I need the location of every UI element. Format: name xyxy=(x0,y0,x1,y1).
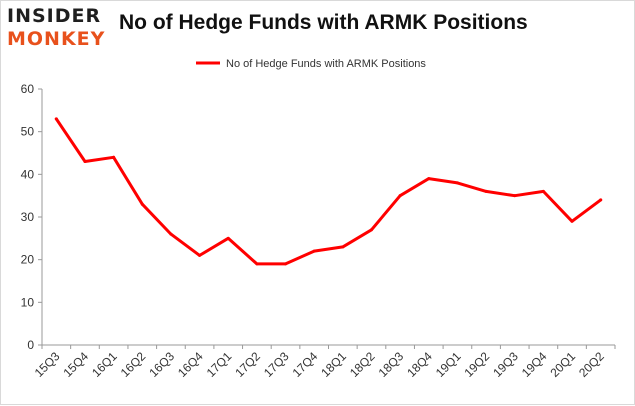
series-line xyxy=(54,117,603,266)
data-point xyxy=(427,177,431,181)
data-point xyxy=(455,181,459,185)
data-point xyxy=(83,160,87,164)
data-point xyxy=(284,262,288,266)
insider-monkey-logo: INSIDER MONKEY xyxy=(7,5,117,53)
data-point xyxy=(312,249,316,253)
data-point xyxy=(541,189,545,193)
data-point xyxy=(599,198,603,202)
data-point xyxy=(398,194,402,198)
data-point xyxy=(255,262,259,266)
x-tick-label: 18Q4 xyxy=(404,349,435,380)
logo-text-monkey: MONKEY xyxy=(7,28,106,50)
y-tick-label: 30 xyxy=(21,210,35,224)
y-tick-label: 20 xyxy=(21,253,35,267)
x-tick-label: 16Q4 xyxy=(175,349,206,380)
data-point xyxy=(226,236,230,240)
data-point xyxy=(513,194,517,198)
x-tick-label: 15Q4 xyxy=(60,349,91,380)
x-tick-label: 19Q1 xyxy=(433,349,464,380)
x-tick-label: 17Q1 xyxy=(204,349,235,380)
x-tick-label: 17Q2 xyxy=(232,349,263,380)
x-tick-label: 18Q2 xyxy=(347,349,378,380)
x-tick-label: 19Q3 xyxy=(490,349,521,380)
y-tick-label: 0 xyxy=(27,338,34,352)
data-point xyxy=(198,253,202,257)
data-point xyxy=(369,228,373,232)
chart-title: No of Hedge Funds with ARMK Positions xyxy=(119,11,528,34)
x-tick-label: 19Q4 xyxy=(519,349,550,380)
data-point xyxy=(484,189,488,193)
x-tick-label: 18Q3 xyxy=(376,349,407,380)
data-point xyxy=(570,219,574,223)
x-tick-label: 16Q3 xyxy=(146,349,177,380)
x-tick-label: 17Q3 xyxy=(261,349,292,380)
y-tick-label: 60 xyxy=(21,82,35,96)
x-tick-label: 18Q1 xyxy=(318,349,349,380)
data-point xyxy=(341,245,345,249)
x-tick-label: 20Q1 xyxy=(547,349,578,380)
data-point xyxy=(112,155,116,159)
data-point xyxy=(140,202,144,206)
data-point xyxy=(54,117,58,121)
x-tick-label: 16Q1 xyxy=(89,349,120,380)
data-point xyxy=(169,232,173,236)
logo-text-insider: INSIDER xyxy=(7,5,102,27)
x-tick-label: 19Q2 xyxy=(462,349,493,380)
x-tick-label: 16Q2 xyxy=(118,349,149,380)
y-tick-label: 50 xyxy=(21,125,35,139)
legend-label: No of Hedge Funds with ARMK Positions xyxy=(226,58,426,70)
y-tick-label: 10 xyxy=(21,295,35,309)
x-tick-label: 17Q4 xyxy=(290,349,321,380)
x-tick-label: 20Q2 xyxy=(576,349,607,380)
y-tick-label: 40 xyxy=(21,167,35,181)
x-tick-label: 15Q3 xyxy=(32,349,63,380)
